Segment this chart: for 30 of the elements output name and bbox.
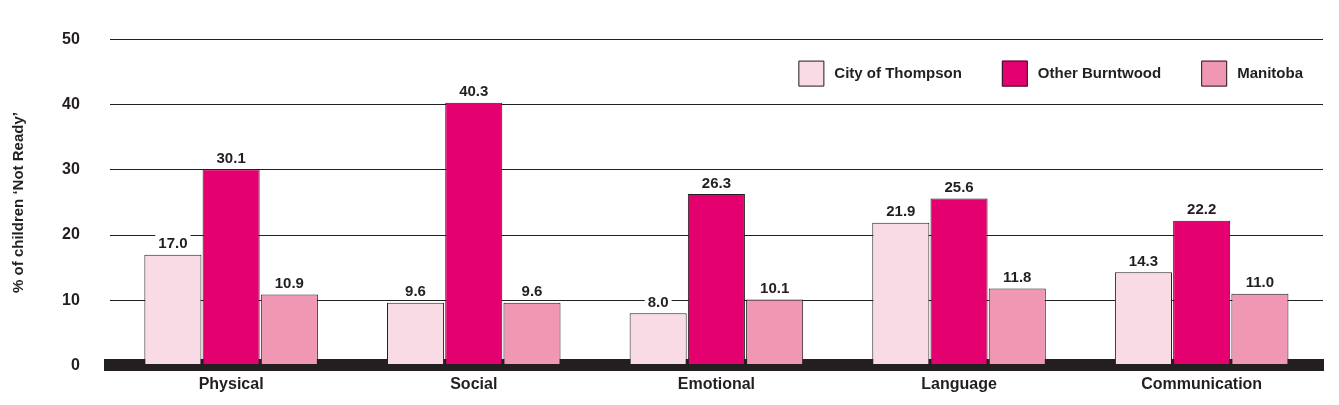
data-label: 8.0 [647,292,669,310]
data-label: 21.9 [886,202,916,220]
data-label: 30.1 [216,148,246,166]
y-tick-label: 10 [62,290,80,308]
data-label: 26.3 [701,173,731,191]
data-label: 25.6 [944,178,974,196]
data-label: 40.3 [459,82,489,100]
data-label: 10.1 [760,279,790,297]
y-tick-label: 40 [62,95,80,113]
x-tick-label: Language [921,375,997,393]
legend-label: City of Thompson [834,63,962,81]
y-axis-title: % of children ‘Not Ready’ [9,112,27,293]
x-tick-label: Social [450,375,498,393]
x-tick-label: Emotional [677,375,756,393]
data-label: 11.0 [1245,273,1275,291]
y-tick-label: 50 [62,30,80,48]
legend-label: Manitoba [1237,63,1304,81]
data-label: 10.9 [274,274,304,292]
y-tick-label: 0 [70,355,80,373]
data-label: 11.8 [1003,268,1032,286]
data-label: 14.3 [1128,251,1159,269]
legend-label: Other Burntwood [1037,63,1162,81]
y-tick-label: 20 [62,225,80,243]
data-label: 22.2 [1187,200,1217,218]
x-tick-label: Physical [198,375,264,393]
data-label: 9.6 [521,282,543,300]
x-tick-label: Communication [1141,375,1263,393]
data-label: 9.6 [405,282,426,300]
data-label: 17.0 [158,234,188,252]
y-tick-label: 30 [62,160,80,178]
